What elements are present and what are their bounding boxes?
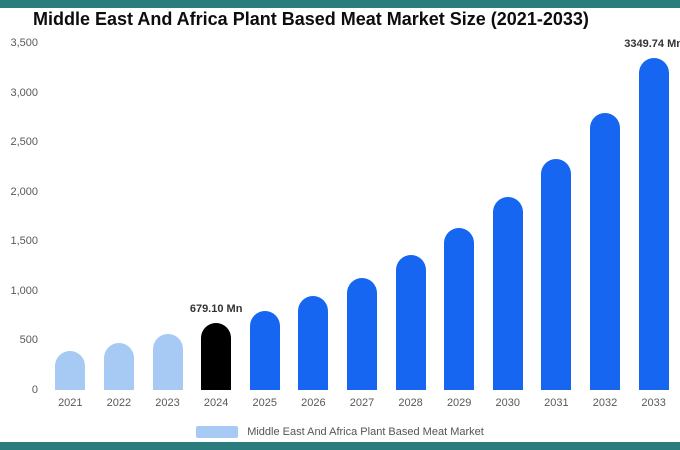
- bar-slot: [435, 43, 484, 390]
- x-axis-label: 2032: [592, 397, 618, 409]
- bar-slot: 3349.74 Mn: [624, 38, 680, 390]
- bar-slot: [483, 43, 532, 390]
- chart-title: Middle East And Africa Plant Based Meat …: [33, 9, 589, 29]
- x-axis-label: 2027: [349, 397, 375, 409]
- bar-2026: [298, 295, 329, 390]
- y-axis-tick-label: 0: [31, 384, 38, 396]
- y-axis-tick-label: 3,000: [10, 86, 38, 99]
- bar-2029: [444, 228, 475, 390]
- bar-slot: [581, 43, 630, 390]
- data-label: 679.10 Mn: [189, 302, 243, 315]
- y-axis: 0 500 1,000 1,500 2,000 2,500 3,000 3,500: [0, 37, 38, 396]
- bar-2025: [249, 310, 280, 390]
- bar-2022: [103, 343, 134, 390]
- bar-slot: [338, 43, 387, 390]
- bar-2024: [201, 322, 232, 390]
- bar-slot: [46, 43, 95, 390]
- x-axis-label: 2026: [301, 397, 326, 409]
- x-axis-label: 2033: [641, 397, 666, 409]
- bottom-border-strip: [0, 442, 680, 450]
- x-axis-label: 2023: [155, 397, 180, 409]
- bar-2028: [395, 255, 426, 390]
- plot-area: 679.10 Mn 3349.74 Mn: [46, 38, 680, 390]
- bar-2027: [346, 277, 377, 390]
- legend-swatch: [196, 426, 239, 438]
- y-axis-tick-label: 2,000: [10, 185, 38, 198]
- y-axis-tick-label: 3,500: [10, 37, 38, 49]
- bar-slot: [386, 43, 435, 390]
- bar-slot: [240, 43, 289, 390]
- bar-2021: [55, 351, 86, 390]
- bar-2030: [492, 196, 523, 390]
- x-axis: 2021 2022 2023 2024 2025 2026 2027 2028 2029 2030…: [46, 397, 678, 412]
- bar-slot: [143, 43, 192, 390]
- y-axis-tick-label: 2,500: [10, 136, 38, 149]
- bar-slot: [532, 43, 581, 390]
- legend: Middle East And Africa Plant Based Meat …: [0, 424, 680, 440]
- y-axis-tick-label: 1,000: [10, 284, 38, 297]
- bar-2032: [590, 113, 620, 390]
- x-axis-label: 2025: [252, 397, 277, 409]
- legend-label: Middle East And Africa Plant Based Meat …: [247, 426, 484, 438]
- data-label: 3349.74 Mn: [624, 37, 680, 50]
- x-axis-label: 2021: [58, 397, 83, 409]
- bar-2033: [638, 57, 669, 390]
- top-border-strip: [0, 0, 680, 8]
- y-axis-tick-label: 500: [19, 334, 38, 347]
- bar-2023: [152, 334, 183, 390]
- bar-slot: 679.10 Mn: [189, 43, 243, 390]
- x-axis-label: 2022: [106, 397, 132, 409]
- x-axis-label: 2024: [203, 397, 229, 409]
- x-axis-label: 2030: [495, 397, 521, 409]
- y-axis-tick-label: 1,500: [10, 235, 38, 248]
- x-axis-label: 2028: [398, 397, 423, 409]
- x-axis-label: 2029: [446, 397, 472, 409]
- bar-slot: [289, 43, 338, 390]
- bar-2031: [541, 159, 572, 390]
- bar-slot: [95, 43, 144, 390]
- x-axis-label: 2031: [544, 397, 569, 409]
